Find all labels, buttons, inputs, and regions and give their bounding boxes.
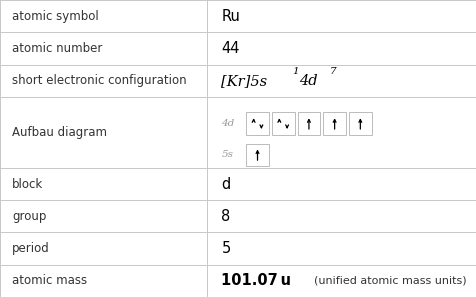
Text: atomic number: atomic number <box>12 42 102 55</box>
Text: d: d <box>221 176 230 192</box>
Text: period: period <box>12 242 50 255</box>
Bar <box>323 113 346 135</box>
Text: 101.07 u: 101.07 u <box>221 273 291 288</box>
Text: 4d: 4d <box>221 119 235 128</box>
Bar <box>298 113 320 135</box>
Text: 4d: 4d <box>299 74 317 88</box>
Text: 44: 44 <box>221 41 240 56</box>
Text: 5: 5 <box>221 241 230 256</box>
Text: 8: 8 <box>221 209 230 224</box>
Text: [Kr]5s: [Kr]5s <box>221 74 268 88</box>
Bar <box>246 113 269 135</box>
Text: atomic mass: atomic mass <box>12 274 87 287</box>
Bar <box>246 144 269 166</box>
Text: 1: 1 <box>292 67 298 75</box>
Text: (unified atomic mass units): (unified atomic mass units) <box>314 276 467 286</box>
Text: Aufbau diagram: Aufbau diagram <box>12 126 107 139</box>
Text: group: group <box>12 210 46 223</box>
Bar <box>349 113 372 135</box>
Text: 7: 7 <box>330 67 337 75</box>
Text: atomic symbol: atomic symbol <box>12 10 99 23</box>
Text: short electronic configuration: short electronic configuration <box>12 74 187 87</box>
Text: Ru: Ru <box>221 9 240 24</box>
Text: 5s: 5s <box>221 150 233 159</box>
Bar <box>272 113 295 135</box>
Text: block: block <box>12 178 43 190</box>
